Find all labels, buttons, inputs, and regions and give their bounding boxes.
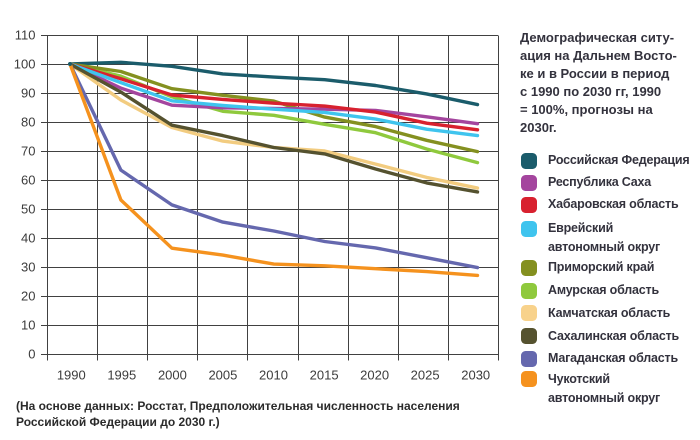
svg-text:30: 30 xyxy=(21,260,35,275)
svg-text:20: 20 xyxy=(21,289,35,304)
svg-text:2005: 2005 xyxy=(208,368,237,383)
svg-text:1995: 1995 xyxy=(107,368,136,383)
svg-text:2030: 2030 xyxy=(461,368,490,383)
svg-text:90: 90 xyxy=(21,86,35,101)
svg-text:80: 80 xyxy=(21,115,35,130)
svg-text:1990: 1990 xyxy=(57,368,86,383)
svg-text:2025: 2025 xyxy=(411,368,440,383)
svg-text:60: 60 xyxy=(21,173,35,188)
svg-text:2010: 2010 xyxy=(259,368,288,383)
svg-text:40: 40 xyxy=(21,231,35,246)
svg-text:70: 70 xyxy=(21,144,35,159)
svg-text:2000: 2000 xyxy=(158,368,187,383)
svg-text:10: 10 xyxy=(21,318,35,333)
svg-text:50: 50 xyxy=(21,202,35,217)
svg-text:0: 0 xyxy=(28,347,35,362)
svg-text:110: 110 xyxy=(15,28,36,43)
svg-text:2020: 2020 xyxy=(360,368,389,383)
svg-text:2015: 2015 xyxy=(310,368,339,383)
svg-text:100: 100 xyxy=(14,57,36,72)
